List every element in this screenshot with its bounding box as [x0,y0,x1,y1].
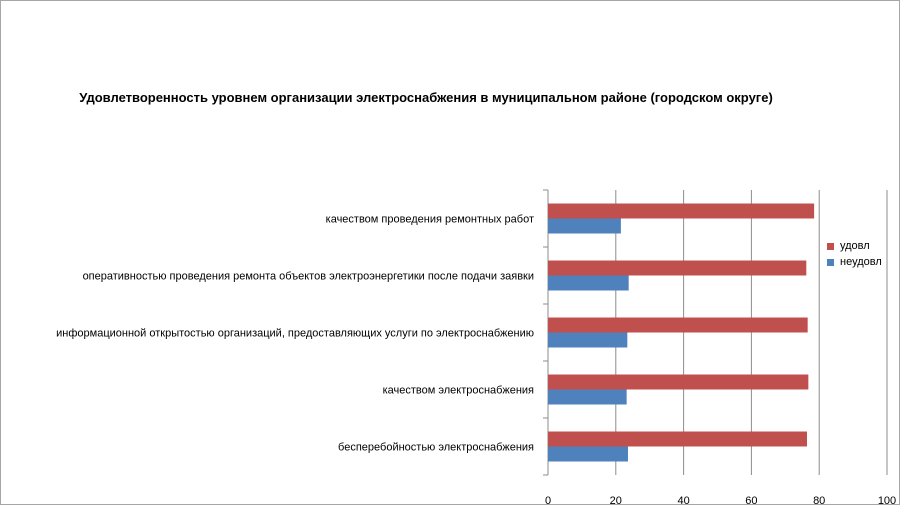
legend-swatch-satisfied [827,242,834,250]
category-label: информационной открытостью организаций, … [56,328,534,340]
x-tick-label: 100 [878,495,896,506]
category-label: бесперебойностью электроснабжения [338,442,534,454]
bar-satisfied [548,203,815,219]
legend-label-satisfied: удовл [840,240,870,252]
category-label: оперативностью проведения ремонта объект… [83,271,534,283]
category-label: качеством электроснабжения [383,385,534,397]
bar-satisfied [548,431,807,447]
legend-label-unsatisfied: неудовл [840,256,882,268]
x-tick-label: 20 [610,495,622,506]
bar-unsatisfied [548,218,621,234]
x-tick-label: 0 [545,495,551,506]
bar-unsatisfied [548,332,628,348]
bar-satisfied [548,260,807,276]
x-tick-label: 80 [813,495,825,506]
bar-satisfied [548,374,809,390]
bar-unsatisfied [548,446,629,462]
legend-item-satisfied: удовл [827,238,882,254]
category-label: качеством проведения ремонтных работ [326,214,534,226]
bar-unsatisfied [548,275,629,291]
x-tick-label: 40 [677,495,689,506]
legend-item-unsatisfied: неудовл [827,254,882,270]
legend-swatch-unsatisfied [827,258,834,266]
legend: удовл неудовл [827,238,882,270]
bar-unsatisfied [548,389,627,405]
chart-title: Удовлетворенность уровнем организации эл… [79,90,773,105]
bar-satisfied [548,317,808,333]
x-tick-label: 60 [745,495,757,506]
